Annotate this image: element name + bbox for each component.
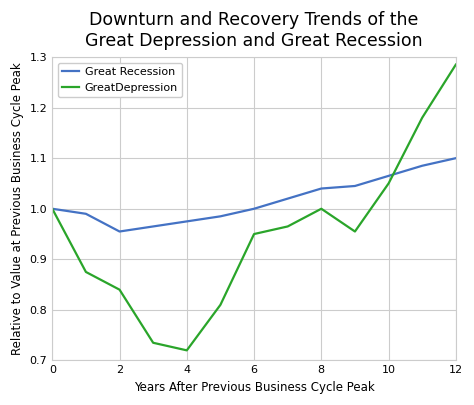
GreatDepression [251, 232, 257, 237]
Line: GreatDepression: GreatDepression [52, 65, 456, 350]
GreatDepression [453, 62, 459, 67]
Great Recession [150, 224, 156, 229]
Great Recession [83, 211, 89, 216]
GreatDepression [83, 270, 89, 275]
GreatDepression [419, 115, 425, 120]
Y-axis label: Relative to Value at Previous Business Cycle Peak: Relative to Value at Previous Business C… [11, 62, 24, 355]
GreatDepression [352, 229, 358, 234]
X-axis label: Years After Previous Business Cycle Peak: Years After Previous Business Cycle Peak [134, 381, 374, 394]
Great Recession [117, 229, 122, 234]
GreatDepression [49, 206, 55, 211]
GreatDepression [319, 206, 324, 211]
Great Recession [319, 186, 324, 191]
Great Recession [453, 156, 459, 161]
GreatDepression [285, 224, 291, 229]
Line: Great Recession: Great Recession [52, 158, 456, 232]
Title: Downturn and Recovery Trends of the
Great Depression and Great Recession: Downturn and Recovery Trends of the Grea… [85, 11, 423, 50]
GreatDepression [117, 287, 122, 292]
Great Recession [251, 206, 257, 211]
Legend: Great Recession, GreatDepression: Great Recession, GreatDepression [58, 63, 182, 97]
Great Recession [184, 219, 190, 224]
Great Recession [419, 163, 425, 168]
GreatDepression [218, 303, 223, 307]
Great Recession [285, 196, 291, 201]
Great Recession [386, 173, 392, 178]
GreatDepression [386, 181, 392, 186]
Great Recession [218, 214, 223, 219]
GreatDepression [150, 340, 156, 345]
Great Recession [49, 206, 55, 211]
Great Recession [352, 183, 358, 188]
GreatDepression [184, 348, 190, 353]
